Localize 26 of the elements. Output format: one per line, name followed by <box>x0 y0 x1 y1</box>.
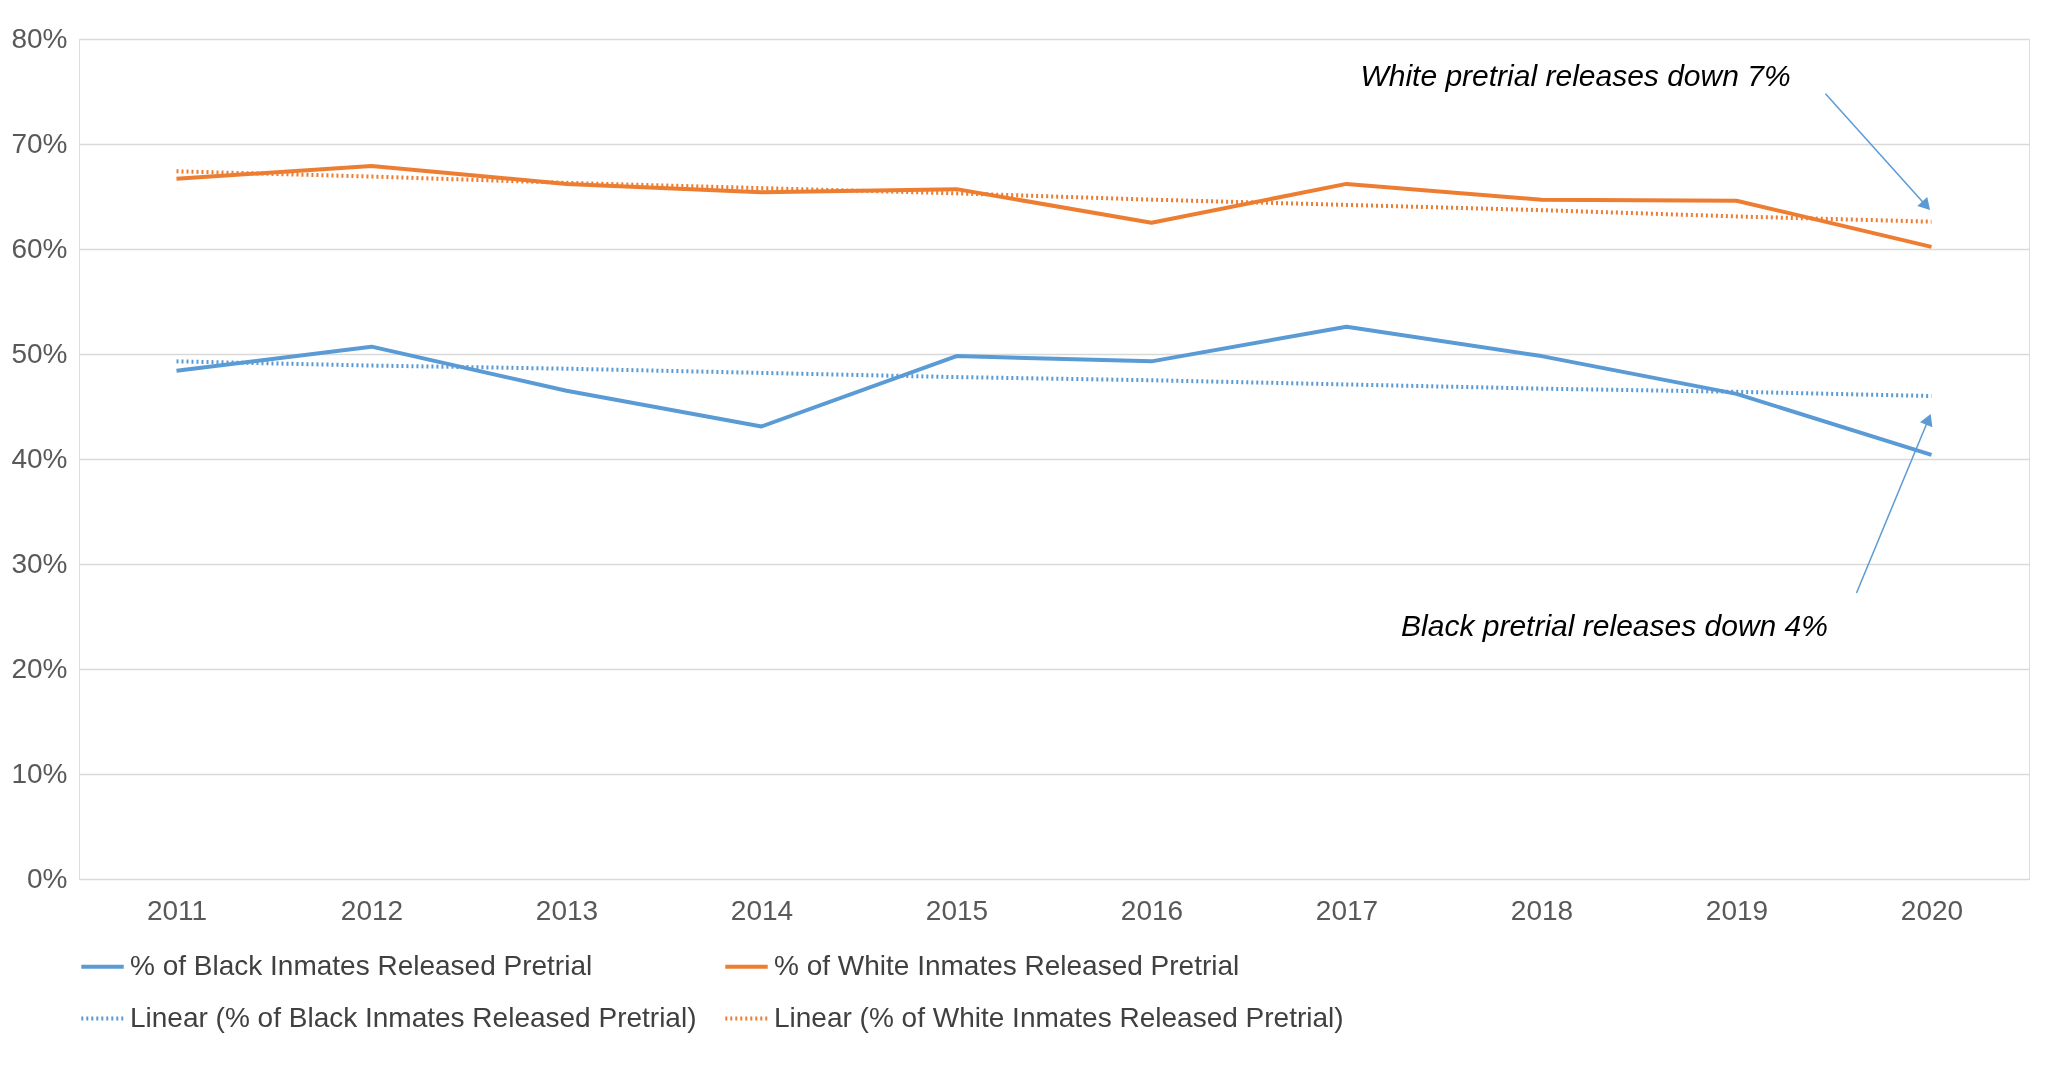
y-tick-label: 50% <box>11 337 68 369</box>
y-tick-label: 60% <box>11 232 68 264</box>
y-tick-label: 80% <box>11 22 68 54</box>
x-tick-label: 2014 <box>730 894 794 926</box>
y-tick-label: 30% <box>11 547 68 579</box>
legend-label: Linear (% of White Inmates Released Pretrial) <box>774 1001 1344 1033</box>
x-tick-label: 2020 <box>1900 894 1964 926</box>
legend-label: Linear (% of Black Inmates Released Pretrial) <box>130 1001 697 1033</box>
annotation: Black pretrial releases down 4% <box>1401 609 1828 642</box>
y-tick-label: 10% <box>11 757 68 789</box>
x-tick-label: 2012 <box>340 894 404 926</box>
x-tick-label: 2011 <box>146 894 208 926</box>
x-tick-label: 2018 <box>1510 894 1574 926</box>
y-tick-label: 0% <box>27 862 68 894</box>
line-series <box>174 164 1934 249</box>
y-tick-label: 40% <box>11 442 68 474</box>
x-tick-label: 2013 <box>535 894 599 926</box>
x-tick-label: 2016 <box>1120 894 1184 926</box>
x-tick-label: 2017 <box>1315 894 1379 926</box>
y-tick-label: 70% <box>11 127 68 159</box>
y-tick-label: 20% <box>11 652 68 684</box>
annotation: White pretrial releases down 7% <box>1360 58 1791 92</box>
x-tick-label: 2015 <box>925 894 989 926</box>
x-tick-label: 2019 <box>1705 894 1769 926</box>
legend-label: % of White Inmates Released Pretrial <box>774 949 1240 981</box>
legend-label: % of Black Inmates Released Pretrial <box>130 949 593 981</box>
